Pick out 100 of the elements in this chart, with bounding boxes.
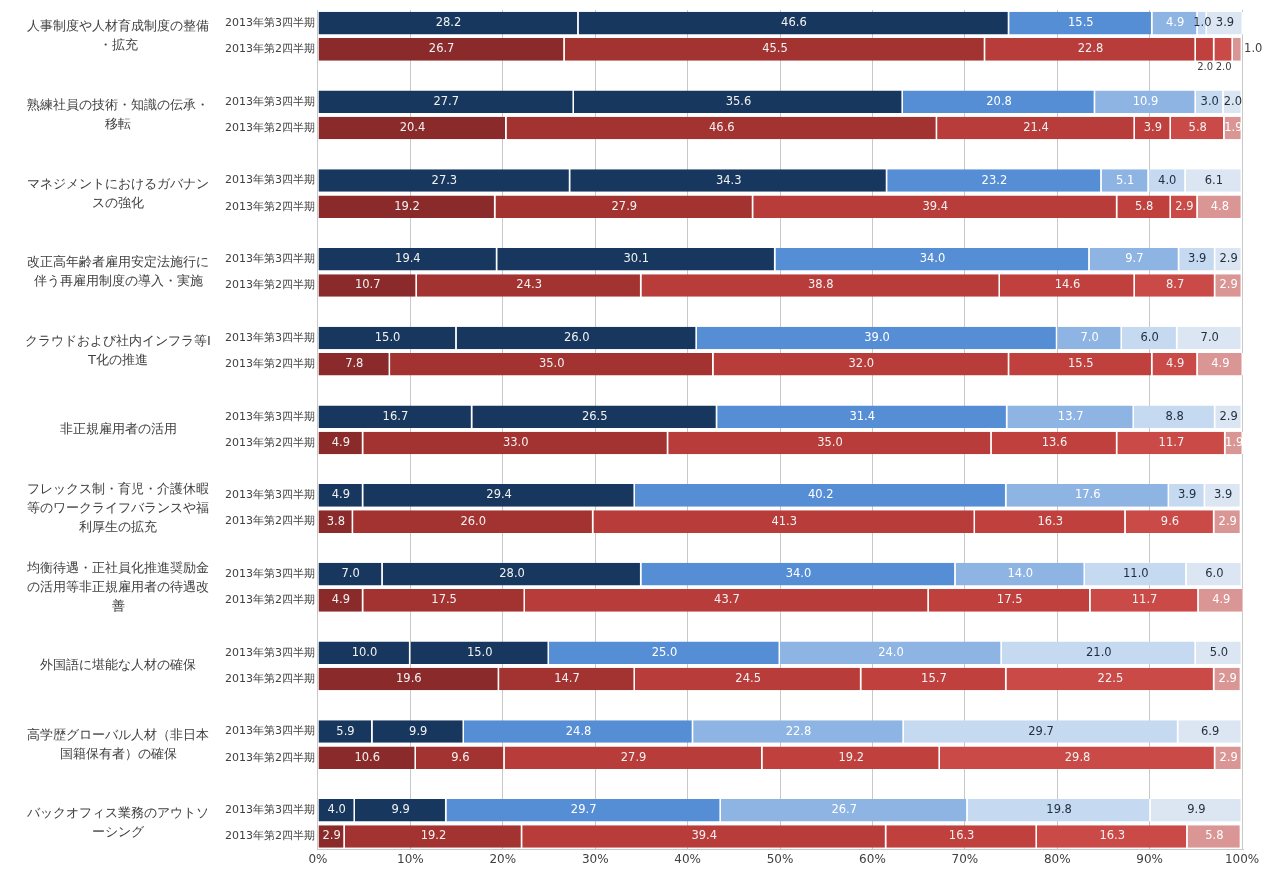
data-label: 11.0: [1123, 566, 1149, 581]
data-label: 43.7: [714, 592, 740, 607]
data-label: 28.2: [435, 15, 462, 30]
data-label: 2.9: [1219, 408, 1238, 423]
data-label: 19.8: [1046, 802, 1072, 817]
data-label: 41.3: [771, 513, 797, 528]
data-label: 5.8: [1205, 828, 1224, 843]
x-tick-label: 40%: [674, 851, 701, 866]
data-label: 9.9: [1187, 802, 1206, 817]
y-tick-label: 2013年第2四半期: [224, 42, 315, 56]
data-label: 27.7: [433, 93, 460, 108]
data-label: 19.4: [395, 251, 421, 266]
text: 均衡待遇・正社員化推進奨励金の活用等非正規雇用者の待遇改善: [26, 559, 209, 613]
data-label: 26.0: [563, 329, 590, 344]
data-label: 13.7: [1057, 408, 1084, 423]
x-tick-label: 70%: [951, 851, 979, 866]
data-label: 38.8: [807, 277, 834, 292]
data-label: 3.8: [326, 513, 345, 528]
x-tick-label: 50%: [766, 851, 794, 866]
data-label: 6.1: [1204, 172, 1224, 187]
data-label: 14.6: [1054, 277, 1081, 292]
data-label: 39.4: [691, 828, 718, 843]
data-label: 3.9: [1143, 120, 1163, 135]
data-label: 1.0: [1193, 15, 1212, 30]
x-tick-label: 90%: [1136, 851, 1163, 866]
data-label: 4.9: [331, 487, 351, 502]
y-tick-label: 2013年第2四半期: [224, 829, 315, 843]
data-label: 27.9: [611, 198, 638, 213]
text: 改正高年齢者雇用安定法施行に伴う再雇用制度の導入・実施: [27, 254, 209, 289]
data-label: 16.7: [382, 408, 409, 423]
text: 高学歴グローバル人材（非日本国籍保有者）の確保: [27, 726, 209, 761]
data-label: 14.7: [554, 671, 580, 686]
data-label: 33.0: [502, 434, 529, 449]
data-label: 4.0: [327, 802, 346, 817]
text: マネジメントにおけるガバナンスの強化: [27, 175, 209, 210]
data-label: 4.8: [1210, 198, 1230, 213]
data-label: 2.9: [1175, 198, 1194, 213]
data-label: 2.0: [1215, 61, 1232, 73]
data-label: 5.1: [1116, 172, 1135, 187]
data-label: 19.6: [396, 671, 422, 686]
data-label: 2.0: [1223, 93, 1242, 108]
data-label: 35.0: [817, 434, 843, 449]
data-label: 8.8: [1165, 408, 1184, 423]
data-label: 23.2: [981, 172, 1008, 187]
data-label: 7.0: [341, 566, 360, 581]
data-label: 10.9: [1132, 93, 1159, 108]
data-label: 19.2: [838, 749, 864, 764]
data-label: 15.0: [374, 329, 401, 344]
y-tick-label: 2013年第3四半期: [224, 566, 315, 580]
data-label: 5.0: [1209, 644, 1229, 659]
data-label: 34.3: [715, 172, 742, 187]
data-label: 3.9: [1177, 487, 1197, 502]
data-label: 28.0: [499, 566, 525, 581]
data-label: 27.9: [620, 749, 647, 764]
data-label: 5.8: [1188, 120, 1207, 135]
data-label: 2.9: [322, 828, 341, 843]
data-label: 2.9: [1219, 277, 1238, 292]
data-label: 5.9: [336, 723, 355, 738]
y-tick-label: 2013年第3四半期: [224, 252, 315, 266]
data-label: 4.9: [331, 592, 351, 607]
text: バックオフィス業務のアウトソーシング: [26, 805, 209, 840]
data-label: 22.5: [1097, 671, 1124, 686]
data-label: 1.9: [1225, 434, 1244, 449]
y-tick-label: 2013年第3四半期: [224, 330, 315, 344]
data-label: 39.0: [864, 329, 890, 344]
data-label: 5.8: [1134, 198, 1154, 213]
data-label: 7.0: [1080, 329, 1099, 344]
data-label: 40.2: [807, 487, 834, 502]
data-label: 27.3: [431, 172, 458, 187]
data-label: 11.7: [1131, 592, 1158, 607]
data-label: 39.4: [922, 198, 949, 213]
data-label: 45.5: [762, 41, 788, 56]
data-label: 9.7: [1125, 251, 1144, 266]
y-tick-label: 2013年第2四半期: [224, 120, 315, 134]
data-label: 46.6: [709, 120, 735, 135]
data-label: 9.6: [451, 749, 470, 764]
data-label: 24.3: [516, 277, 542, 292]
data-label: 3.9: [1188, 251, 1207, 266]
data-label: 29.8: [1064, 749, 1091, 764]
y-tick-label: 2013年第3四半期: [224, 803, 315, 817]
data-label: 24.8: [565, 723, 592, 738]
x-tick-label: 20%: [489, 851, 517, 866]
data-label: 16.3: [1037, 513, 1064, 528]
data-label: 16.3: [948, 828, 975, 843]
text: 外国語に堪能な人材の確保: [40, 657, 196, 673]
data-label: 32.0: [848, 356, 875, 371]
data-label: 10.0: [351, 644, 378, 659]
y-tick-label: 2013年第3四半期: [224, 173, 315, 187]
data-label: 9.9: [391, 802, 410, 817]
data-label: 2.9: [1219, 251, 1238, 266]
data-label: 10.7: [354, 277, 381, 292]
data-label: 46.6: [781, 15, 807, 30]
data-label: 8.7: [1165, 277, 1185, 292]
data-label: 14.0: [1007, 566, 1034, 581]
data-label: 4.9: [1165, 15, 1185, 30]
y-tick-label: 2013年第3四半期: [224, 409, 315, 423]
data-label: 15.0: [466, 644, 493, 659]
y-tick-label: 2013年第3四半期: [224, 94, 315, 108]
data-label: 15.5: [1068, 356, 1094, 371]
data-label: 17.5: [431, 592, 457, 607]
